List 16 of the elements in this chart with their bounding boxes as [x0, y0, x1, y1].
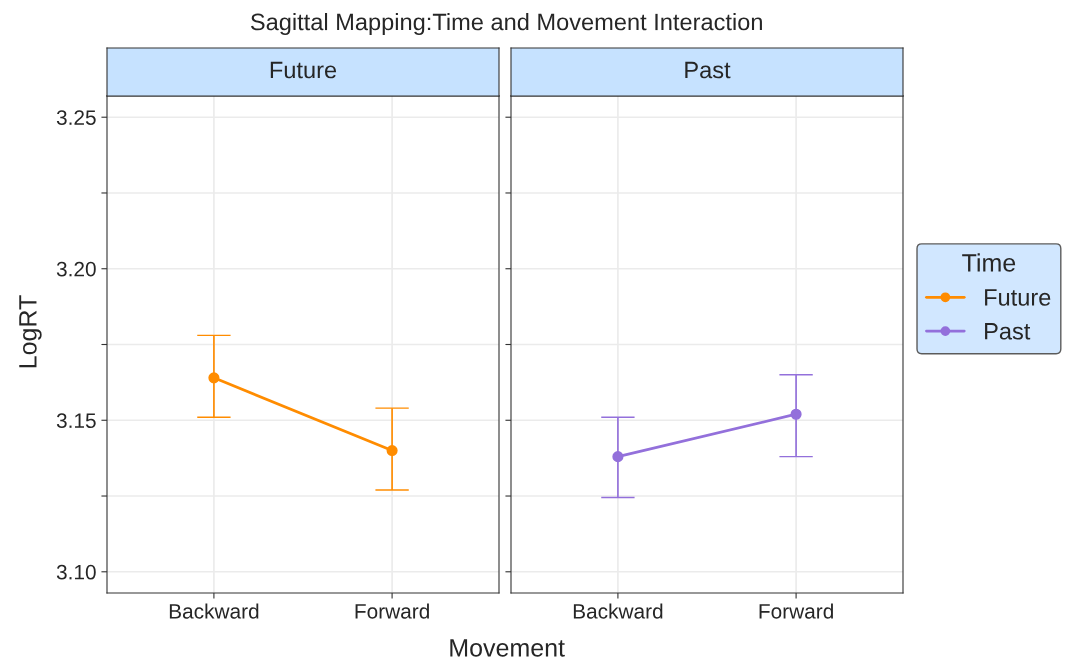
x-tick-label: Forward [759, 603, 833, 619]
x-tick-label: Backward [169, 603, 259, 619]
y-tick-label: 3.25 [56, 110, 96, 125]
y-tick-label: 3.20 [56, 261, 96, 277]
chart-title: Sagittal Mapping:Time and Movement Interaction [250, 13, 762, 35]
x-tick-label: Forward [355, 603, 429, 619]
chart-subtitle: Future [270, 61, 337, 79]
legend-label: Future [985, 289, 1051, 306]
legend-title: Time [962, 253, 1016, 272]
y-axis-title: LogRT [19, 295, 42, 368]
y-tick-label: 3.10 [56, 564, 96, 580]
y-tick-label: 3.15 [56, 413, 96, 429]
x-tick-label: Backward [573, 603, 663, 619]
legend-label: Past [985, 323, 1031, 340]
chart-subtitle: Past [685, 61, 731, 79]
x-axis-title: Movement [450, 639, 565, 657]
